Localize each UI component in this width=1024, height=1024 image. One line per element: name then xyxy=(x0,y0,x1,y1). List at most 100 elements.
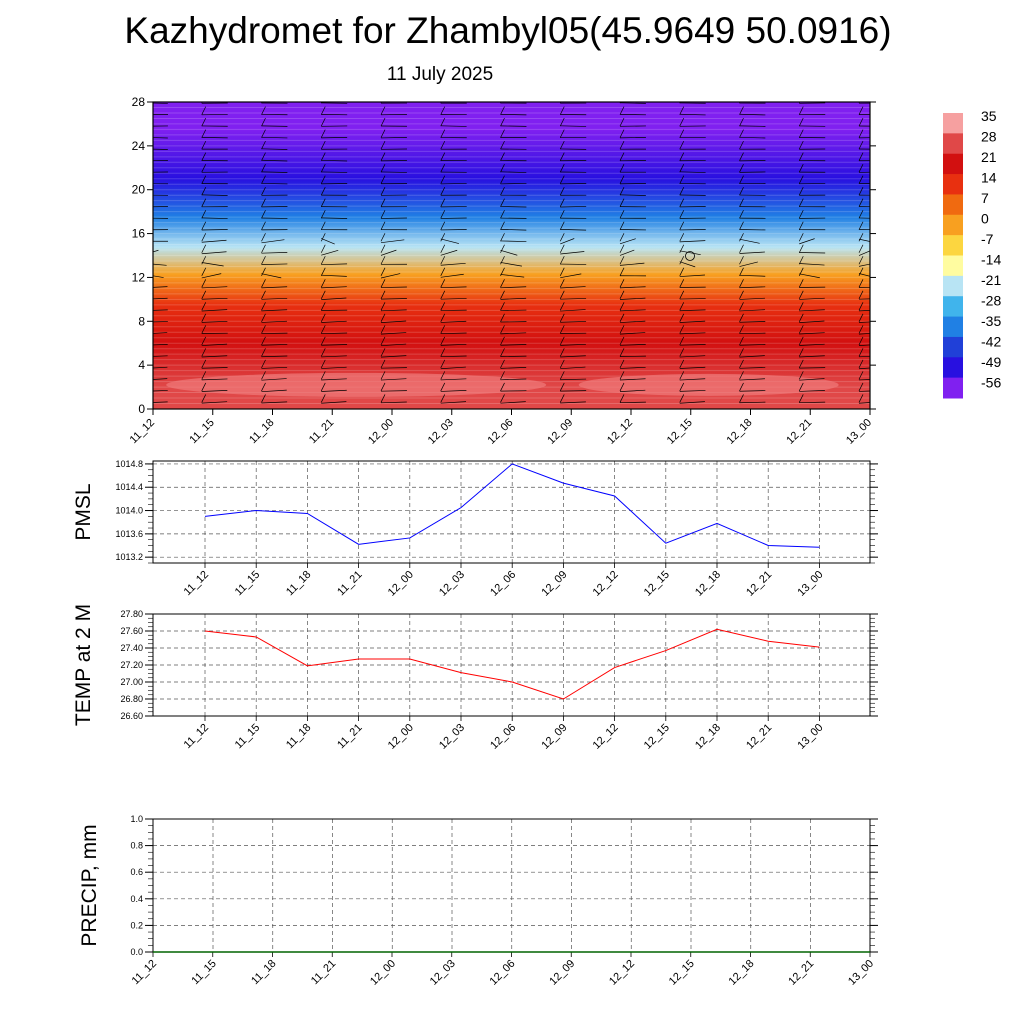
grid xyxy=(153,613,870,717)
wind-barb xyxy=(619,309,646,312)
wind-barb xyxy=(799,238,815,245)
wind-barb-flag xyxy=(858,394,864,403)
wind-barb xyxy=(440,262,466,266)
colorbar-label: 14 xyxy=(981,170,997,186)
wind-barb xyxy=(153,137,168,139)
wind-barb-flag xyxy=(739,290,744,299)
wind-barb-flag xyxy=(500,210,505,219)
colorbar: 35 28 21 14 7 0 -7 -14 -21 -28 -35 -42 -49 -56 xyxy=(943,108,1001,399)
wind-barb-flag xyxy=(500,175,505,184)
wind-barb-flag xyxy=(320,359,326,369)
wind-barb-flag xyxy=(142,256,146,264)
wind-barb-flag xyxy=(858,233,864,242)
wind-barb xyxy=(679,113,706,116)
wind-barb-flag xyxy=(559,117,565,127)
x-tick-label: 13_00 xyxy=(844,417,874,447)
wind-barb xyxy=(500,332,527,335)
wind-barb-flag xyxy=(201,117,207,127)
wind-barb-flag xyxy=(679,233,685,242)
wind-barb-flag xyxy=(858,187,864,196)
wind-barb-flag xyxy=(261,175,266,184)
wind-barb-flag xyxy=(500,164,505,173)
wind-barb xyxy=(261,286,288,289)
wind-barb xyxy=(560,298,587,300)
wind-barb xyxy=(739,321,766,323)
wind-barb-flag xyxy=(798,382,804,392)
wind-barb-flag xyxy=(261,187,266,196)
wind-barb-flag xyxy=(619,313,625,322)
wind-barb-flag xyxy=(201,221,207,230)
colorbar-swatch xyxy=(943,235,963,256)
wind-barb xyxy=(739,113,766,116)
wind-barb xyxy=(560,286,586,289)
wind-barb-flag xyxy=(679,117,685,127)
wind-barb xyxy=(153,401,168,403)
x-tick-label: 12_06 xyxy=(486,417,516,447)
wind-barb-flag xyxy=(500,221,505,230)
wind-barb-flag xyxy=(320,290,326,299)
wind-barb-flag xyxy=(440,371,446,380)
wind-barb-flag xyxy=(739,221,744,230)
wind-barb-flag xyxy=(320,313,326,322)
wind-barb xyxy=(739,286,766,289)
x-tick-label: 11_15 xyxy=(187,417,217,447)
wind-barb-flag xyxy=(798,152,804,161)
wind-barb xyxy=(440,332,467,335)
wind-barb xyxy=(679,274,705,277)
wind-barb xyxy=(380,332,407,335)
wind-barb-flag xyxy=(261,382,266,392)
wind-barb xyxy=(261,148,288,150)
wind-barb xyxy=(560,321,587,323)
wind-barb-flag xyxy=(500,106,505,115)
wind-barb xyxy=(739,297,766,300)
wind-barb-flag xyxy=(559,198,565,207)
wind-barb xyxy=(201,251,227,255)
wind-barb-flag xyxy=(380,336,386,346)
wind-barb xyxy=(261,378,287,381)
wind-barb xyxy=(560,401,586,404)
y-tick-label: 27.80 xyxy=(120,609,143,619)
x-tick-label: 11_12 xyxy=(128,417,158,447)
wind-barb xyxy=(201,273,222,279)
wind-barb-flag xyxy=(739,371,744,380)
wind-barb xyxy=(679,250,701,256)
x-tick-label: 12_15 xyxy=(665,417,695,447)
wind-barb xyxy=(261,297,288,300)
wind-barb-flag xyxy=(142,348,146,356)
wind-barb xyxy=(500,286,527,289)
wind-barb xyxy=(201,320,228,323)
wind-barb-flag xyxy=(320,256,326,265)
wind-barb-flag xyxy=(201,382,207,392)
wind-barb-flag xyxy=(320,336,326,346)
wind-barb-flag xyxy=(798,290,804,299)
x-tick-label: 12_18 xyxy=(727,958,757,988)
wind-barb-flag xyxy=(619,371,625,380)
wind-barb-flag xyxy=(380,106,386,115)
x-tick-label: 12_18 xyxy=(725,417,755,447)
wind-barb-flag xyxy=(679,164,685,173)
wind-barb-flag xyxy=(798,210,804,219)
wind-barb-flag xyxy=(619,336,625,346)
wind-barb xyxy=(858,402,870,404)
x-tick-label: 11_21 xyxy=(335,722,365,752)
y-tick-label: 28 xyxy=(132,95,146,109)
x-tick-label: 12_00 xyxy=(386,722,416,752)
wind-barb-flag xyxy=(619,359,625,369)
wind-barb-flag xyxy=(261,359,266,369)
wind-barb xyxy=(560,206,587,208)
wind-barb-flag xyxy=(858,256,864,265)
wind-barb-flag xyxy=(440,244,446,253)
wind-barb-flag xyxy=(619,198,625,207)
wind-barb-flag xyxy=(261,233,266,242)
wind-barb-flag xyxy=(798,325,804,334)
wind-barb-flag xyxy=(559,187,565,196)
wind-barb-flag xyxy=(142,302,146,310)
wind-barb-flag xyxy=(261,336,266,346)
wind-barb xyxy=(201,194,228,196)
wind-barb xyxy=(799,263,825,266)
wind-barb xyxy=(201,401,228,404)
wind-barb-flag xyxy=(440,302,446,311)
wind-barb-flag xyxy=(559,313,565,322)
wind-barb-flag xyxy=(320,152,326,161)
wind-barb-flag xyxy=(500,233,505,242)
